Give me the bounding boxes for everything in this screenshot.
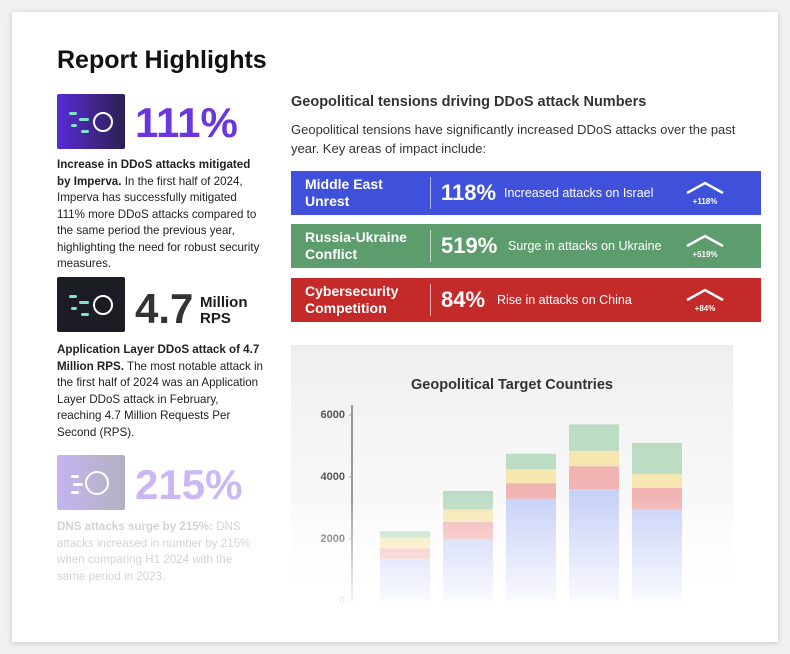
row-name: Russia-Ukraine Conflict (305, 229, 407, 262)
page-title: Report Highlights (57, 46, 267, 74)
icon (57, 277, 125, 332)
highlight-unit: Million RPS (200, 294, 248, 327)
highlight-text: DNS attacks surge by 215%: DNS attacks i… (57, 519, 263, 585)
icon-art (69, 295, 113, 316)
separator (430, 230, 431, 262)
bar-segment (632, 442, 682, 474)
bar-segment (506, 483, 556, 499)
icon (57, 455, 125, 510)
chart: Geopolitical Target Countries 0200040006… (291, 345, 733, 607)
highlight-lead: DNS attacks surge by 215%: (57, 520, 213, 533)
badge-text: +84% (694, 304, 716, 313)
row-description: Rise in attacks on China (497, 293, 632, 307)
chart-title: Geopolitical Target Countries (411, 377, 613, 393)
bar-segment (506, 469, 556, 484)
bar-segment (569, 450, 619, 467)
impact-row: Russia-Ukraine Conflict 519% Surge in at… (291, 224, 761, 268)
impact-row: Middle East Unrest 118% Increased attack… (291, 171, 761, 215)
badge-arrow (686, 234, 724, 248)
section-title: Geopolitical tensions driving DDoS attac… (291, 94, 647, 110)
separator (430, 284, 431, 316)
highlight-lead: Increase in DDoS attacks mitigated by Im… (57, 158, 251, 188)
badge: +519% (683, 228, 727, 264)
row-description: Surge in attacks on Ukraine (508, 239, 662, 253)
badge: +84% (683, 282, 727, 318)
section-intro: Geopolitical tensions have significantly… (291, 122, 736, 156)
fade-overlay (291, 495, 733, 607)
highlight-figure: 4.7 (135, 285, 194, 332)
highlight-text: Increase in DDoS attacks mitigated by Im… (57, 157, 263, 273)
badge-arrow (686, 288, 724, 302)
badge-text: +519% (692, 250, 718, 259)
bar-segment (632, 473, 682, 488)
bar-segment (569, 466, 619, 490)
icon (57, 94, 125, 149)
highlight-body: In the first half of 2024, Imperva has s… (57, 174, 260, 271)
highlight-text: Application Layer DDoS attack of 4.7 Mil… (57, 342, 263, 441)
badge: +118% (683, 175, 727, 211)
badge-arrow (686, 181, 724, 195)
row-percent: 84% (441, 287, 486, 312)
icon-art (69, 112, 113, 133)
highlight-body: DNS attacks increased in number by 215% … (57, 520, 251, 583)
row-name: Middle East Unrest (305, 176, 383, 209)
icon-art (71, 471, 109, 495)
highlight-figure: 111% (135, 99, 238, 146)
separator (430, 177, 431, 209)
row-name: Cybersecurity Competition (305, 283, 399, 316)
bar-segment (569, 424, 619, 451)
highlight-lead: Application Layer DDoS attack of 4.7 Mil… (57, 343, 260, 373)
report-card: Report Highlights 111% Increase in DDoS … (12, 12, 778, 642)
highlight-figure: 215% (135, 461, 243, 508)
highlight-body: The most notable attack in the first hal… (57, 359, 263, 439)
bar-segment (506, 453, 556, 470)
y-tick-label: 6000 (321, 409, 345, 421)
impact-row: Cybersecurity Competition 84% Rise in at… (291, 278, 761, 322)
row-percent: 519% (441, 233, 498, 258)
row-percent: 118% (441, 180, 497, 205)
badge-text: +118% (692, 197, 718, 206)
row-description: Increased attacks on Israel (504, 186, 654, 200)
y-tick-label: 4000 (321, 471, 345, 483)
